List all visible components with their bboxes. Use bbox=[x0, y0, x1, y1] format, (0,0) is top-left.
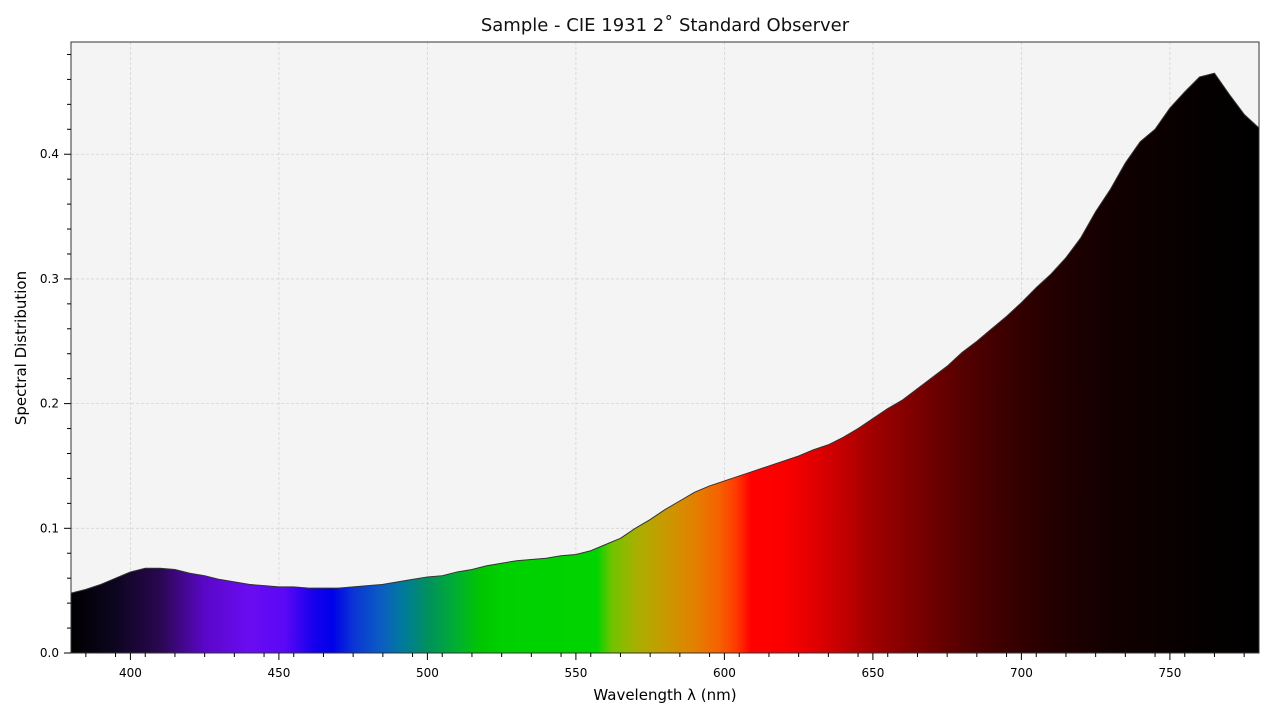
x-tick-label: 750 bbox=[1158, 666, 1181, 680]
x-tick-label: 650 bbox=[861, 666, 884, 680]
spectral-area bbox=[71, 72, 1259, 653]
y-axis: 0.0 0.1 0.2 0.3 0.4 bbox=[40, 53, 71, 660]
y-tick-label: 0.2 bbox=[40, 397, 59, 411]
x-tick-label: 500 bbox=[416, 666, 439, 680]
y-tick-label: 0.3 bbox=[40, 272, 59, 286]
x-tick-label: 450 bbox=[267, 666, 290, 680]
x-tick-label: 600 bbox=[713, 666, 736, 680]
x-tick-label: 400 bbox=[119, 666, 142, 680]
y-tick-label: 0.4 bbox=[40, 147, 59, 161]
x-tick-label: 700 bbox=[1010, 666, 1033, 680]
plot-frame bbox=[70, 41, 1260, 654]
y-axis-label: Spectral Distribution bbox=[12, 271, 30, 425]
x-tick-label: 550 bbox=[564, 666, 587, 680]
y-tick-label: 0.0 bbox=[40, 646, 59, 660]
y-tick-label: 0.1 bbox=[40, 521, 59, 535]
x-axis: 400 450 500 550 600 650 700 750 bbox=[85, 653, 1245, 680]
spectral-outline bbox=[71, 72, 1259, 594]
spectral-area-fill bbox=[71, 73, 1259, 653]
x-axis-label: Wavelength λ (nm) bbox=[593, 686, 736, 704]
chart-title: Sample - CIE 1931 2˚ Standard Observer bbox=[481, 15, 850, 36]
